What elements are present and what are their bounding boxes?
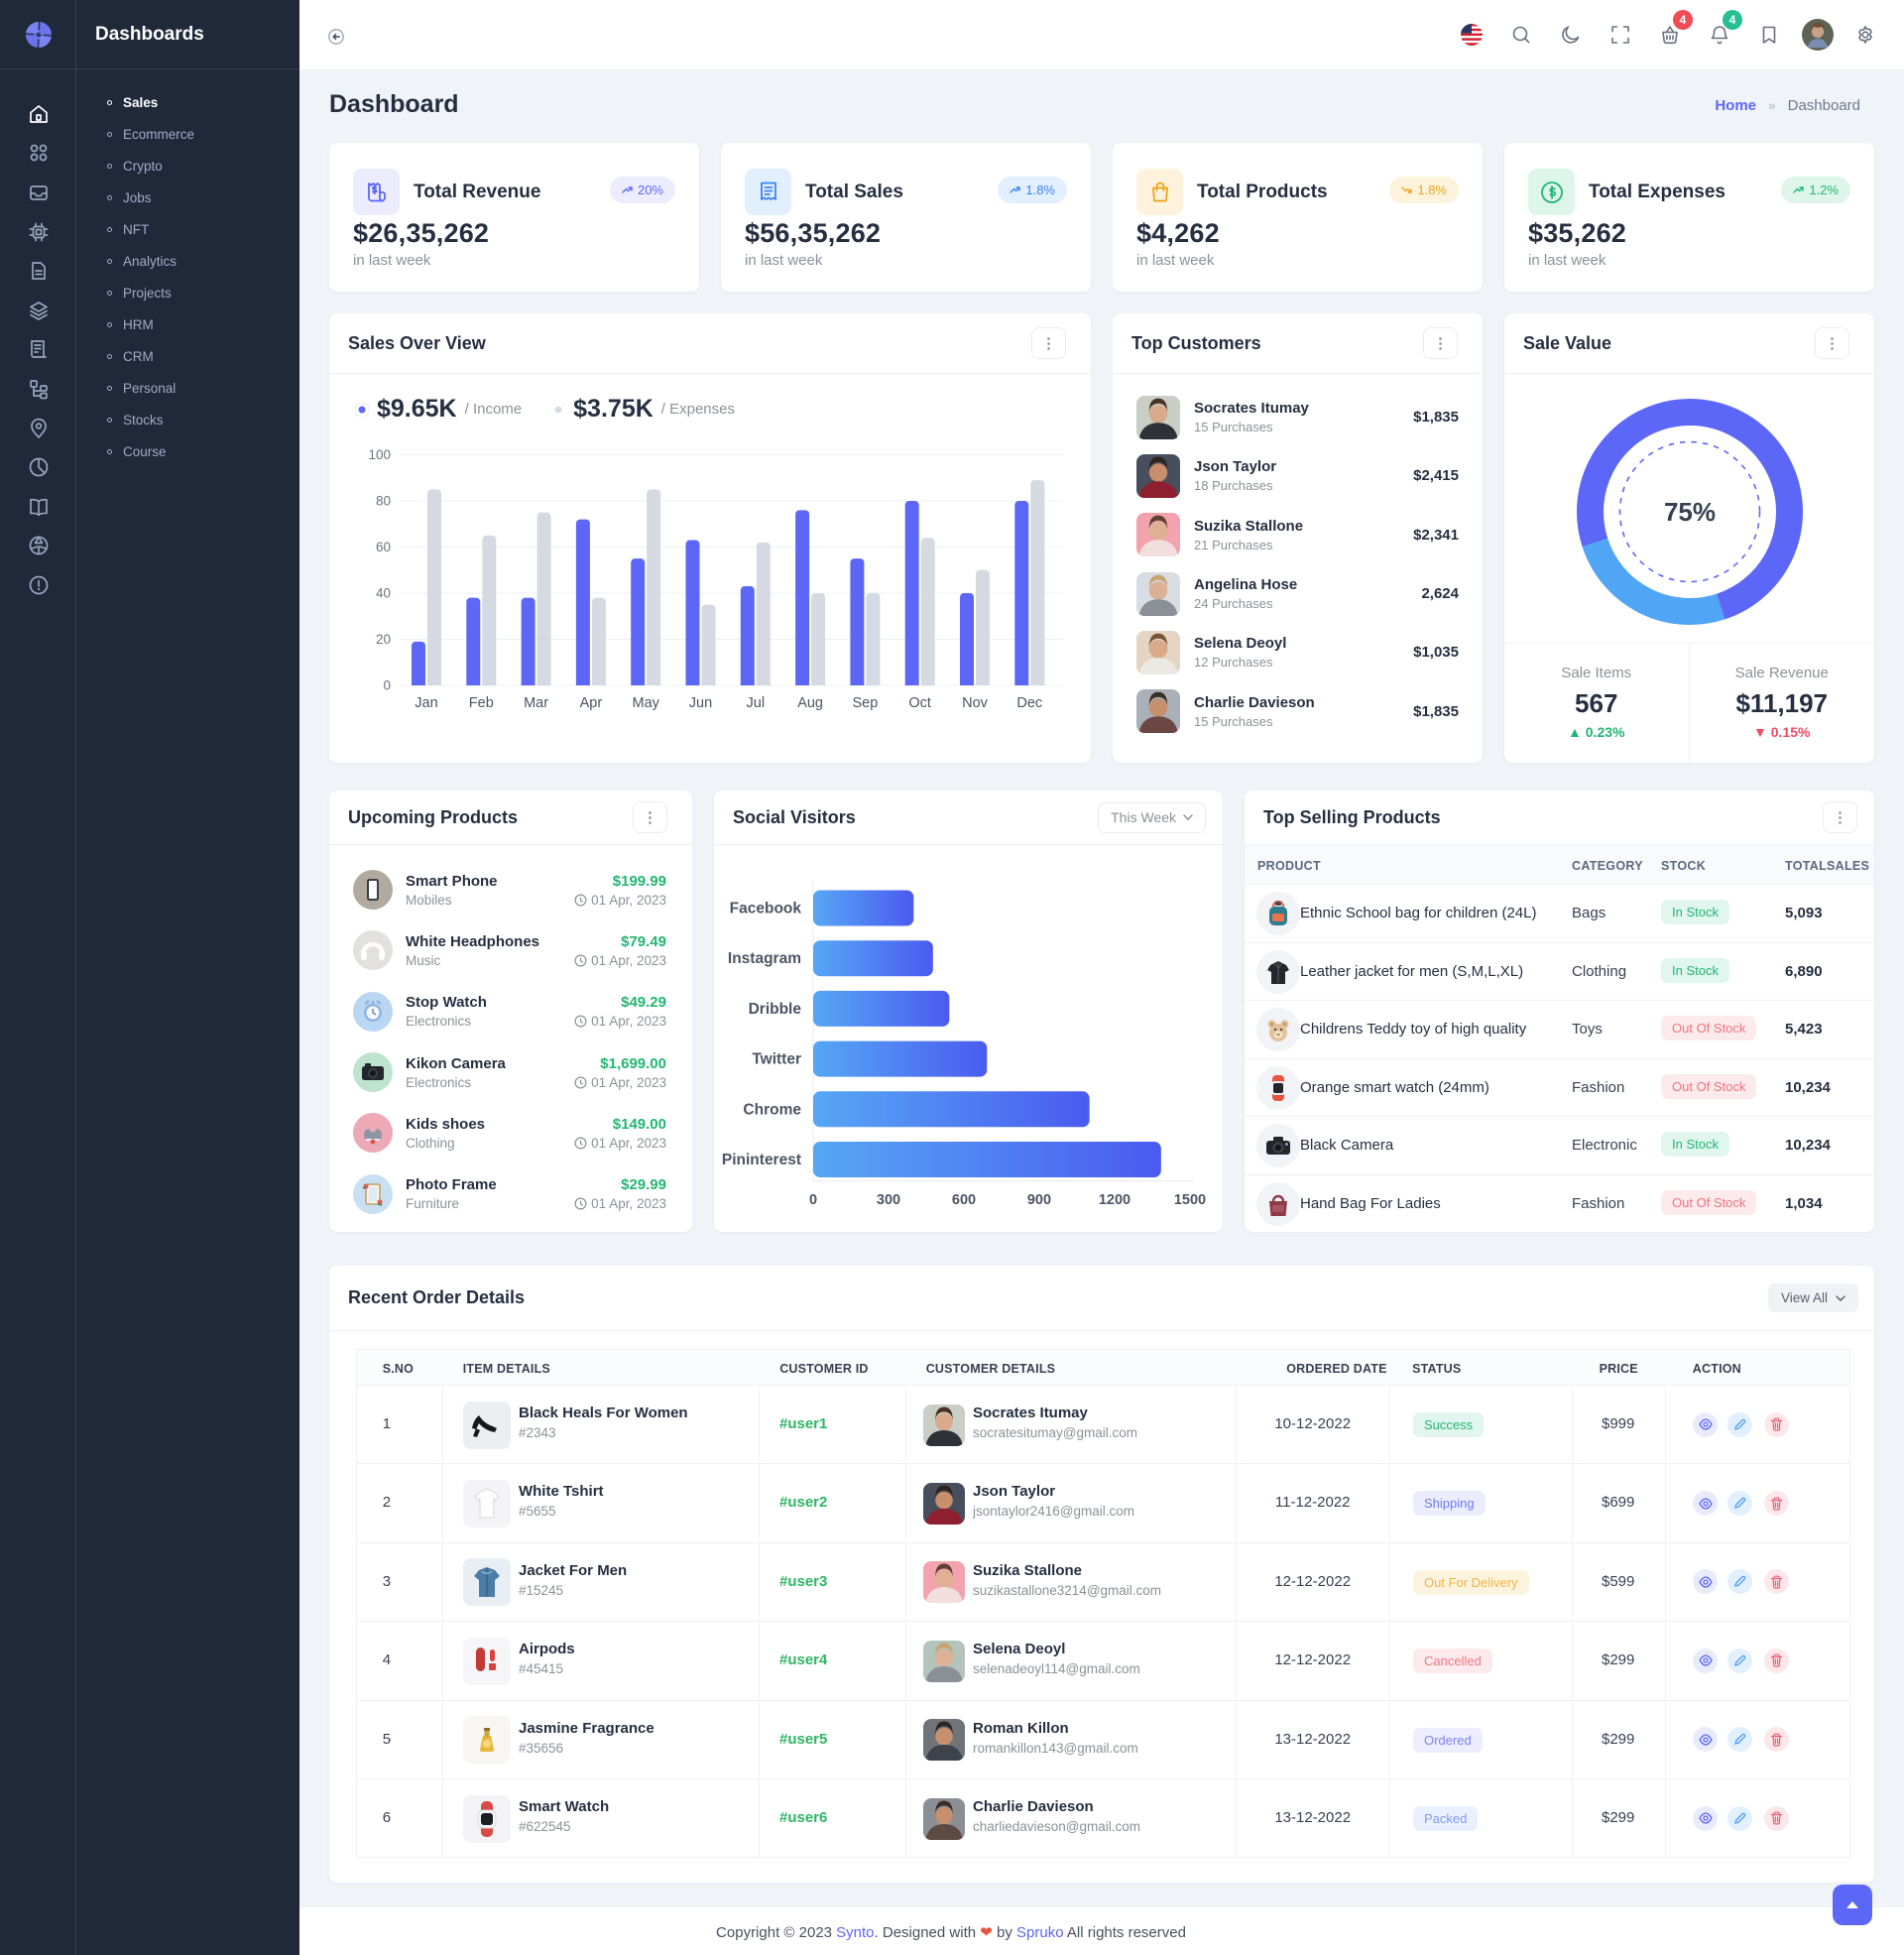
svg-text:100: 100: [368, 447, 391, 462]
svg-text:Dec: Dec: [1016, 695, 1042, 711]
svg-text:Twitter: Twitter: [752, 1051, 801, 1068]
svg-text:60: 60: [376, 540, 391, 554]
svg-text:75%: 75%: [1664, 497, 1716, 527]
svg-text:1200: 1200: [1099, 1192, 1130, 1208]
svg-text:Instagram: Instagram: [728, 950, 801, 967]
svg-text:Dribble: Dribble: [749, 1001, 802, 1018]
svg-text:80: 80: [376, 494, 391, 509]
svg-text:600: 600: [952, 1192, 976, 1208]
svg-text:300: 300: [877, 1192, 900, 1208]
svg-text:Nov: Nov: [962, 695, 989, 711]
svg-text:Sep: Sep: [852, 695, 878, 711]
svg-text:Facebook: Facebook: [730, 901, 802, 917]
svg-text:Apr: Apr: [580, 695, 603, 711]
svg-text:40: 40: [376, 586, 391, 601]
svg-text:Feb: Feb: [469, 695, 494, 711]
svg-text:Mar: Mar: [524, 695, 548, 711]
svg-text:0: 0: [809, 1192, 817, 1208]
svg-text:Jan: Jan: [415, 695, 437, 711]
svg-text:Pininterest: Pininterest: [722, 1152, 801, 1168]
svg-text:900: 900: [1027, 1192, 1051, 1208]
svg-text:Jun: Jun: [689, 695, 712, 711]
svg-text:1500: 1500: [1174, 1192, 1206, 1208]
svg-text:May: May: [632, 695, 659, 711]
svg-text:Oct: Oct: [908, 695, 931, 711]
svg-text:20: 20: [376, 632, 391, 647]
svg-text:0: 0: [383, 678, 391, 693]
svg-text:Chrome: Chrome: [743, 1101, 801, 1118]
svg-text:Jul: Jul: [747, 695, 766, 711]
svg-text:Aug: Aug: [797, 695, 823, 711]
